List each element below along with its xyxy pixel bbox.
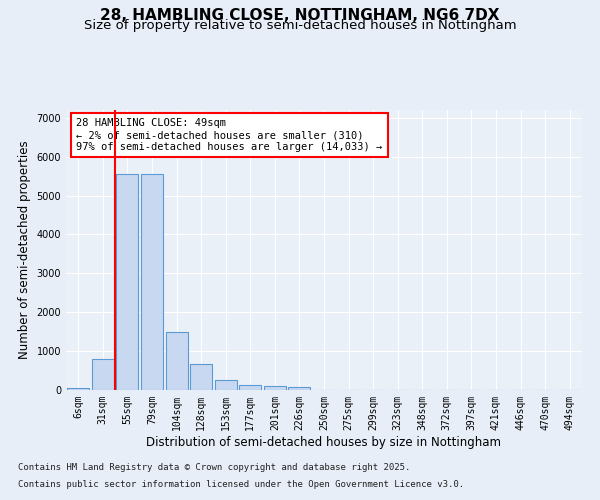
Text: Contains public sector information licensed under the Open Government Licence v3: Contains public sector information licen…: [18, 480, 464, 489]
Bar: [239, 384, 262, 390]
Bar: [67, 388, 89, 390]
Text: Size of property relative to semi-detached houses in Nottingham: Size of property relative to semi-detach…: [83, 19, 517, 32]
Y-axis label: Number of semi-detached properties: Number of semi-detached properties: [18, 140, 31, 360]
Text: 28, HAMBLING CLOSE, NOTTINGHAM, NG6 7DX: 28, HAMBLING CLOSE, NOTTINGHAM, NG6 7DX: [100, 8, 500, 22]
Bar: [264, 386, 286, 390]
X-axis label: Distribution of semi-detached houses by size in Nottingham: Distribution of semi-detached houses by …: [146, 436, 502, 448]
Bar: [141, 174, 163, 390]
Bar: [289, 387, 310, 390]
Bar: [92, 359, 114, 390]
Bar: [215, 380, 237, 390]
Bar: [166, 332, 188, 390]
Bar: [116, 174, 139, 390]
Text: Contains HM Land Registry data © Crown copyright and database right 2025.: Contains HM Land Registry data © Crown c…: [18, 464, 410, 472]
Bar: [190, 364, 212, 390]
Text: 28 HAMBLING CLOSE: 49sqm
← 2% of semi-detached houses are smaller (310)
97% of s: 28 HAMBLING CLOSE: 49sqm ← 2% of semi-de…: [76, 118, 383, 152]
